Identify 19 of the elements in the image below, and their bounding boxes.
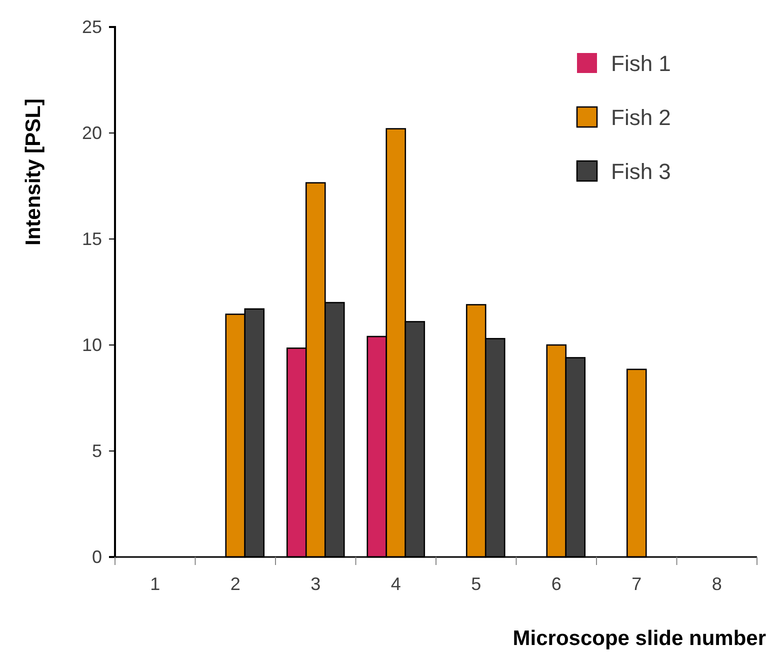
y-tick-label: 0 bbox=[92, 546, 102, 567]
x-tick-label: 5 bbox=[471, 574, 482, 594]
x-tick-label: 8 bbox=[712, 574, 722, 594]
x-tick-label: 2 bbox=[230, 574, 240, 594]
y-tick-label: 15 bbox=[82, 228, 102, 249]
y-tick-label: 20 bbox=[82, 122, 102, 143]
x-tick-label: 3 bbox=[310, 574, 321, 594]
legend-label: Fish 2 bbox=[611, 105, 671, 130]
x-tick-label: 1 bbox=[150, 574, 160, 594]
x-tick-label: 4 bbox=[390, 574, 401, 594]
y-tick-label: 25 bbox=[82, 16, 102, 37]
y-tick-label: 5 bbox=[92, 440, 102, 461]
legend-label: Fish 3 bbox=[611, 159, 671, 184]
x-tick-label: 7 bbox=[632, 574, 642, 594]
y-tick-label: 10 bbox=[82, 334, 102, 355]
y-axis-title: Intensity [PSL] bbox=[22, 98, 45, 246]
x-axis-title: Microscope slide number bbox=[512, 627, 766, 650]
legend-label: Fish 1 bbox=[611, 51, 671, 76]
x-tick-label: 6 bbox=[551, 574, 562, 594]
